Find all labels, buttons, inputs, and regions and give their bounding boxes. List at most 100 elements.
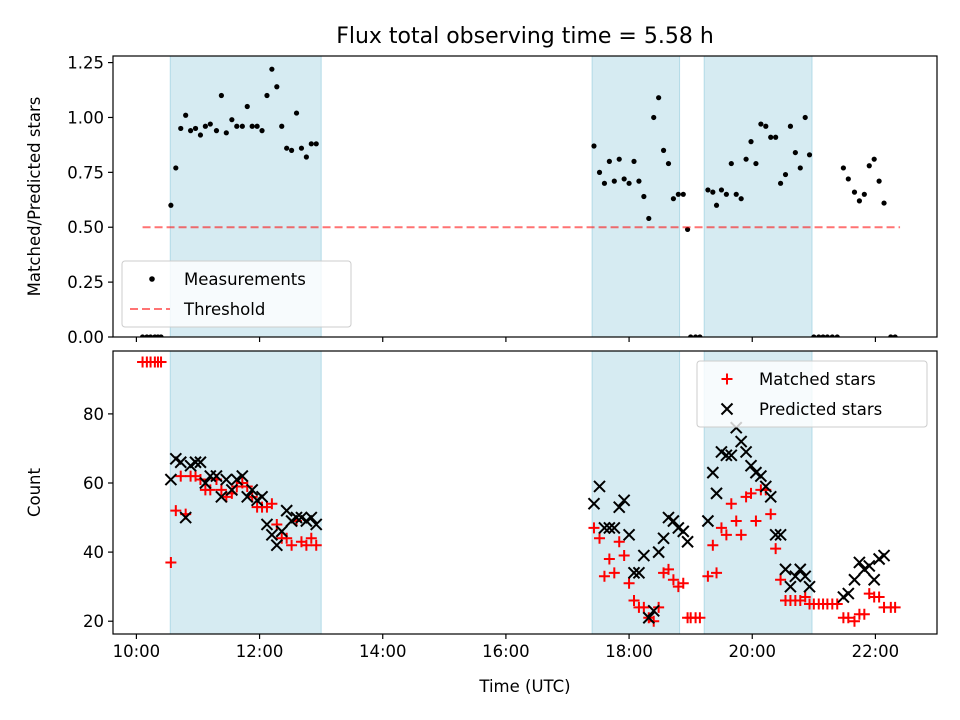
predicted-star-point (657, 532, 670, 545)
measurement-point (264, 92, 270, 99)
measurement-point (758, 121, 764, 127)
predicted-star-point (199, 476, 212, 490)
predicted-star-point (677, 525, 690, 538)
predicted-star-point (280, 504, 293, 517)
predicted-star-point (739, 445, 753, 459)
measurement-point (802, 114, 808, 121)
measurement-point (777, 180, 784, 186)
predicted-star-point (734, 435, 748, 448)
measurement-point (861, 191, 867, 197)
measurement-point (743, 156, 749, 162)
predicted-star-point (794, 563, 807, 576)
predicted-star-point (681, 535, 694, 548)
matched-star-point (286, 539, 298, 551)
measurement-point (249, 123, 255, 129)
measurement-point (274, 84, 280, 90)
ratio-panel: 0.00 0.25 0.50 0.75 1.00 1.25 Matched/Predicte… (25, 54, 938, 347)
measurement-point (254, 123, 260, 129)
measurement-point (888, 334, 894, 337)
legend-swatch-measurements (149, 276, 155, 282)
predicted-star-point (189, 456, 202, 469)
measurement-point (223, 130, 229, 136)
measurement-point (723, 191, 729, 197)
predicted-star-point (275, 525, 288, 538)
measurement-point (670, 196, 677, 202)
legend: Matched stars Predicted stars (696, 360, 928, 428)
measurement-point (279, 123, 285, 129)
measurement-point (675, 191, 681, 197)
x-tick-label: 22:00 (852, 642, 900, 661)
predicted-star-point (210, 469, 223, 483)
legend-label: Matched stars (759, 370, 876, 389)
measurement-point (611, 178, 617, 184)
matched-star-point (799, 591, 811, 603)
predicted-star-point (174, 456, 187, 469)
measurement-point (293, 110, 300, 116)
measurement-point (871, 156, 877, 162)
measurement-point (733, 191, 739, 197)
matched-star-point (281, 532, 293, 544)
matched-star-point (623, 577, 635, 589)
measurement-point (192, 125, 199, 132)
matched-star-point (858, 608, 870, 620)
measurement-point (820, 334, 826, 337)
matched-star-point (735, 529, 747, 541)
legend-label: Measurements (184, 270, 306, 289)
predicted-star-point (789, 570, 802, 583)
x-tick-label: 16:00 (482, 642, 530, 661)
legend-label: Threshold (183, 300, 265, 319)
y-tick-label: 40 (83, 543, 104, 562)
y-axis-label: Matched/Predicted stars (25, 97, 44, 297)
predicted-star-point (245, 483, 259, 497)
matched-star-point (618, 550, 630, 562)
measurement-point (308, 141, 314, 147)
measurement-point (303, 154, 309, 160)
measurement-point (631, 158, 637, 164)
measurement-point (845, 176, 851, 182)
measurement-point (738, 196, 744, 202)
measurement-point (829, 334, 835, 337)
matched-star-point (194, 474, 206, 486)
matched-star-point (730, 515, 742, 527)
matched-star-point (598, 570, 610, 582)
measurement-point (158, 334, 164, 337)
y-axis-label: Count (25, 467, 44, 517)
x-axis-label: Time (UTC) (478, 677, 570, 696)
measurement-point (269, 66, 275, 72)
measurement-point (621, 176, 627, 182)
matched-star-point (720, 529, 732, 541)
measurement-point (840, 165, 846, 171)
matched-star-point (603, 553, 615, 565)
predicted-star-point (265, 528, 279, 542)
predicted-star-point (877, 549, 891, 562)
measurement-point (601, 180, 608, 186)
matched-star-point (271, 518, 283, 530)
matched-star-point (662, 563, 674, 575)
measurement-point (606, 158, 612, 164)
predicted-star-point (779, 563, 792, 576)
x-tick-label: 14:00 (359, 642, 407, 661)
predicted-star-point (637, 549, 651, 562)
measurement-point (705, 187, 711, 193)
measurement-point (876, 178, 882, 184)
plot-area (137, 351, 901, 634)
predicted-star-point (744, 459, 758, 472)
predicted-star-point (853, 556, 866, 569)
measurement-point (834, 334, 840, 337)
matched-star-point (300, 539, 312, 551)
measurement-point (591, 143, 597, 149)
y-tick-label: 0.50 (67, 218, 104, 237)
matched-star-point (215, 484, 227, 496)
measurement-point (792, 149, 798, 156)
predicted-star-point (164, 473, 178, 486)
measurement-point (646, 215, 652, 222)
measurement-point (183, 112, 189, 118)
plot-area (139, 56, 901, 337)
matched-star-point (155, 356, 167, 368)
measurement-point (234, 123, 240, 129)
y-tick-label: 0.25 (67, 273, 104, 292)
matched-star-point (638, 601, 650, 613)
measurement-point (636, 178, 642, 184)
measurement-point (773, 134, 779, 140)
predicted-star-point (867, 573, 881, 586)
